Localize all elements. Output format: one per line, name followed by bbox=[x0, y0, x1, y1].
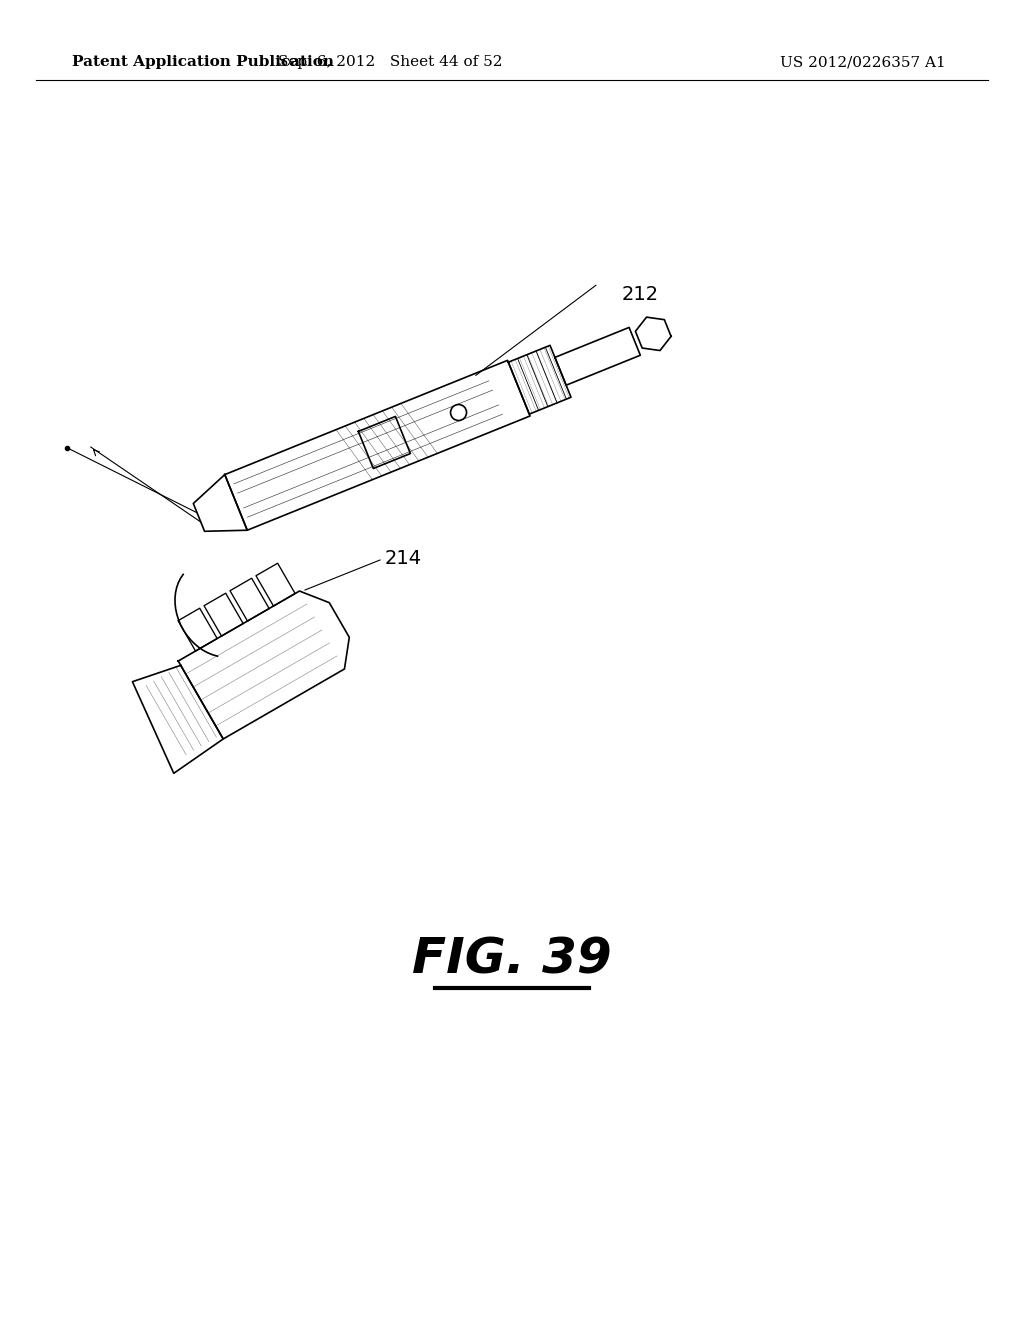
Text: FIG. 39: FIG. 39 bbox=[413, 936, 611, 983]
Text: Sep. 6, 2012   Sheet 44 of 52: Sep. 6, 2012 Sheet 44 of 52 bbox=[278, 55, 502, 69]
Text: Patent Application Publication: Patent Application Publication bbox=[72, 55, 334, 69]
Text: 212: 212 bbox=[622, 285, 659, 305]
Text: 214: 214 bbox=[385, 549, 422, 568]
Text: US 2012/0226357 A1: US 2012/0226357 A1 bbox=[780, 55, 946, 69]
